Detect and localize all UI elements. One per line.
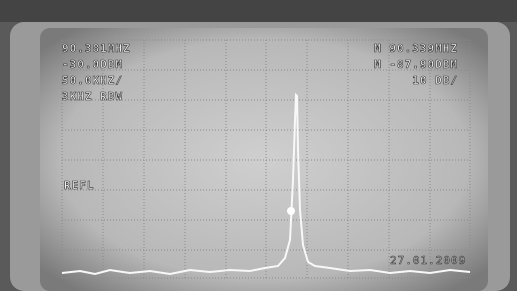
reference-label: REFL xyxy=(64,179,95,192)
readout: M -87.90DBM xyxy=(374,58,458,71)
bezel-top xyxy=(0,0,517,22)
readout: 10 DB/ xyxy=(412,74,458,87)
readout: 50.0KHZ/ xyxy=(62,74,123,87)
photo: 90.381MHZ -30.0DBM 50.0KHZ/ 3KHZ RBW M 9… xyxy=(0,0,517,291)
readout: 3KHZ RBW xyxy=(62,90,123,103)
readout: M 90.339MHZ xyxy=(374,42,458,55)
marker xyxy=(287,207,295,215)
readout: -30.0DBM xyxy=(62,58,123,71)
readout: 90.381MHZ xyxy=(62,42,131,55)
date: 27.01.2009 xyxy=(390,254,466,267)
